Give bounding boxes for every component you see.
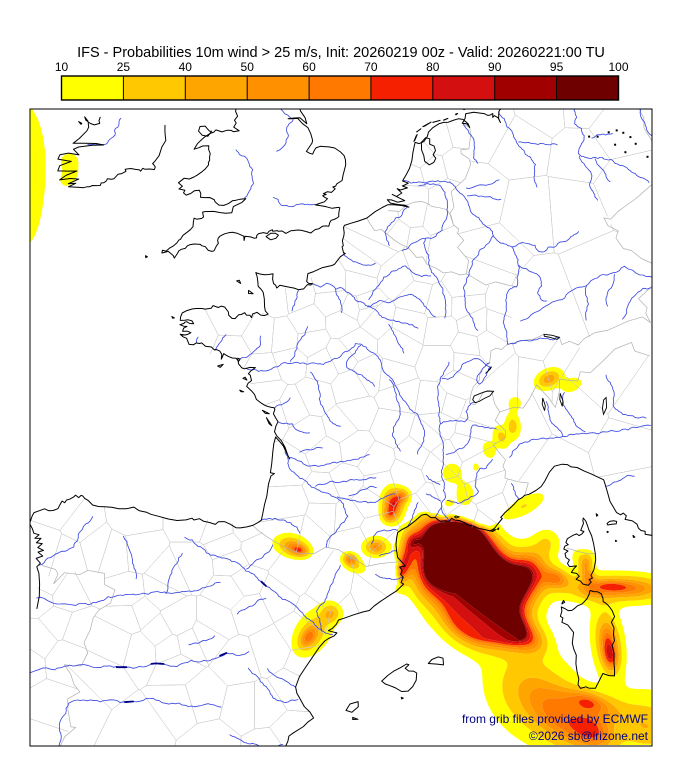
- svg-text:25: 25: [117, 60, 131, 74]
- svg-text:40: 40: [179, 60, 193, 74]
- svg-text:70: 70: [364, 60, 378, 74]
- svg-text:50: 50: [241, 60, 255, 74]
- svg-text:90: 90: [488, 60, 502, 74]
- svg-text:60: 60: [302, 60, 316, 74]
- svg-text:from grib files provided by EC: from grib files provided by ECMWF: [462, 712, 648, 726]
- svg-text:IFS - Probabilities 10m wind >: IFS - Probabilities 10m wind > 25 m/s, I…: [77, 45, 605, 61]
- svg-text:80: 80: [426, 60, 440, 74]
- svg-text:©2026 sb@irizone.net: ©2026 sb@irizone.net: [529, 729, 649, 743]
- svg-text:10: 10: [55, 60, 69, 74]
- svg-text:100: 100: [608, 60, 628, 74]
- svg-text:95: 95: [550, 60, 564, 74]
